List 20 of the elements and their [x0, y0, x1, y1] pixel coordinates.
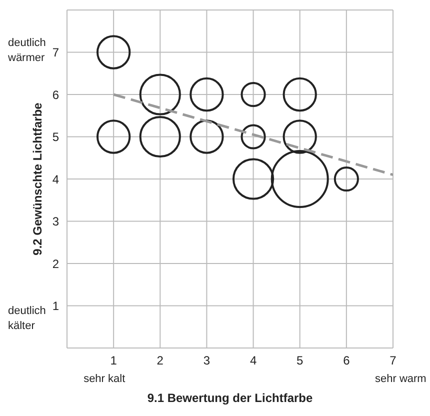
text: sehr warm [375, 372, 428, 387]
y-tick-label: 2 [52, 256, 60, 271]
text: deutlich kälter [8, 304, 46, 332]
y-tick-label: 5 [52, 130, 60, 144]
text: sehr kalt [84, 372, 126, 387]
text: deutlich wärmer [8, 37, 46, 64]
x-tick-label: 7 [390, 354, 397, 368]
y-tick-label: 6 [52, 88, 60, 102]
x-tick-label: 3 [203, 354, 210, 368]
y-tick-label: 3 [52, 214, 60, 229]
x-tick-label: 5 [296, 354, 304, 368]
x-tick-label: 4 [250, 354, 257, 368]
y-tick-label: 4 [52, 172, 60, 186]
x-tick-label: 1 [110, 354, 118, 368]
x-tick-label: 6 [343, 354, 350, 368]
y-axis-title: 9.2 Gewünschte Lichtfarbe [30, 102, 44, 256]
y-tick-label: 7 [52, 46, 60, 60]
x-tick-label: 2 [156, 354, 164, 368]
y-tick-label: 1 [52, 299, 60, 314]
x-axis-title: 9.1 Bewertung der Lichtfarbe [147, 391, 314, 405]
